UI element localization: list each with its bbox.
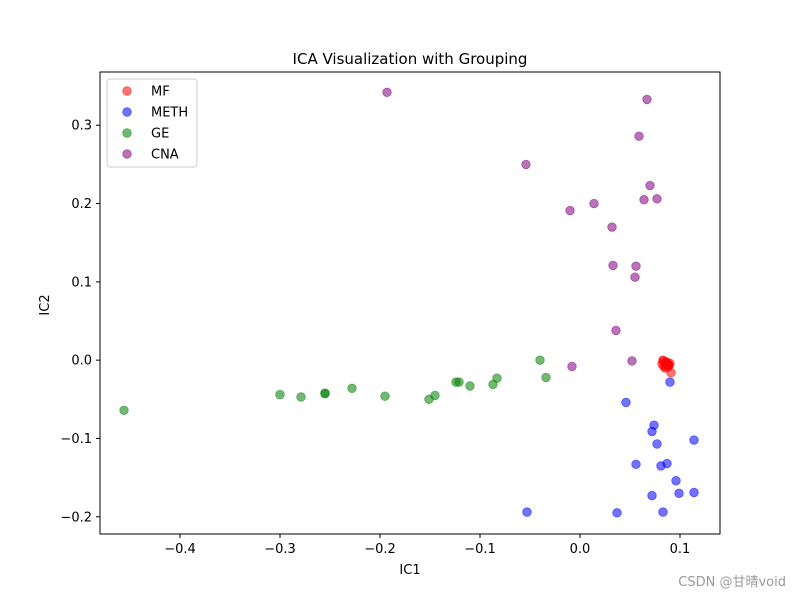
data-point-meth <box>621 397 631 408</box>
data-point-cna <box>631 261 641 271</box>
x-tick-label: −0.2 <box>364 542 396 557</box>
y-tick-label: 0.1 <box>71 275 92 290</box>
legend-box <box>106 78 198 168</box>
data-point-meth <box>689 435 699 445</box>
data-point-meth <box>665 377 675 387</box>
data-point-meth <box>652 439 662 449</box>
legend-marker-cna <box>122 149 132 159</box>
watermark-text: CSDN @甘晴void <box>678 575 786 590</box>
data-point-ge <box>380 391 390 401</box>
data-point-cna <box>611 325 621 336</box>
data-point-meth <box>612 508 622 518</box>
data-point-cna <box>608 260 618 271</box>
data-point-ge <box>296 392 306 402</box>
data-point-cna <box>607 222 617 232</box>
y-tick-label: −0.2 <box>60 510 92 525</box>
y-tick-label: −0.1 <box>60 432 92 447</box>
data-point-cna <box>589 198 599 209</box>
data-point-meth <box>671 476 681 486</box>
data-point-ge <box>320 389 330 399</box>
y-axis-label: IC2 <box>38 294 53 315</box>
data-point-cna <box>645 180 655 191</box>
data-point-ge <box>275 389 285 400</box>
data-point-meth <box>689 487 699 498</box>
data-point-ge <box>347 383 357 394</box>
y-tick-label: 0.0 <box>71 354 92 369</box>
data-point-cna <box>382 87 392 98</box>
legend: MF METH GE CNA <box>106 78 198 168</box>
data-point-cna <box>634 131 644 141</box>
data-point-ge <box>430 390 440 401</box>
x-tick-label: 0.1 <box>670 542 691 557</box>
x-tick-label: −0.4 <box>164 542 196 557</box>
data-point-meth <box>662 458 672 469</box>
data-point-cna <box>652 194 662 204</box>
scatter-points <box>119 87 699 518</box>
data-point-cna <box>627 356 637 366</box>
data-point-cna <box>642 94 652 105</box>
y-tick-label: 0.2 <box>71 197 92 212</box>
data-point-meth <box>522 507 532 517</box>
data-point-meth <box>674 488 684 498</box>
data-point-cna <box>567 361 577 372</box>
chart-title: ICA Visualization with Grouping <box>293 50 528 68</box>
data-point-cna <box>630 272 640 282</box>
legend-marker-meth <box>122 107 132 117</box>
data-point-meth <box>647 490 657 501</box>
legend-marker-mf <box>122 86 132 96</box>
data-point-mf <box>666 367 676 378</box>
data-point-ge <box>492 373 502 383</box>
plot-area-frame <box>99 71 721 535</box>
legend-marker-ge <box>122 128 132 138</box>
data-point-mf <box>664 360 674 370</box>
x-tick-label: 0.0 <box>570 542 591 557</box>
legend-label-mf: MF <box>151 85 170 100</box>
y-tick-label: 0.3 <box>71 119 92 134</box>
legend-label-cna: CNA <box>151 148 179 163</box>
data-point-ge <box>465 381 475 391</box>
data-point-meth <box>647 426 657 437</box>
data-point-cna <box>565 205 575 216</box>
x-tick-label: −0.3 <box>264 542 296 557</box>
legend-label-ge: GE <box>151 127 169 142</box>
data-point-ge <box>541 372 551 383</box>
x-tick-label: −0.1 <box>464 542 496 557</box>
x-axis-label: IC1 <box>399 563 420 578</box>
data-point-ge <box>119 405 129 415</box>
data-point-cna <box>639 194 649 205</box>
data-point-meth <box>658 507 668 517</box>
data-point-cna <box>521 159 531 170</box>
data-point-ge <box>535 355 545 365</box>
data-point-ge <box>454 377 464 387</box>
y-axis-ticks: −0.2 −0.1 0.0 0.1 0.2 0.3 <box>60 119 100 525</box>
data-point-meth <box>631 459 641 470</box>
x-axis-ticks: −0.4 −0.3 −0.2 −0.1 0.0 0.1 <box>164 534 690 557</box>
legend-label-meth: METH <box>151 106 188 121</box>
